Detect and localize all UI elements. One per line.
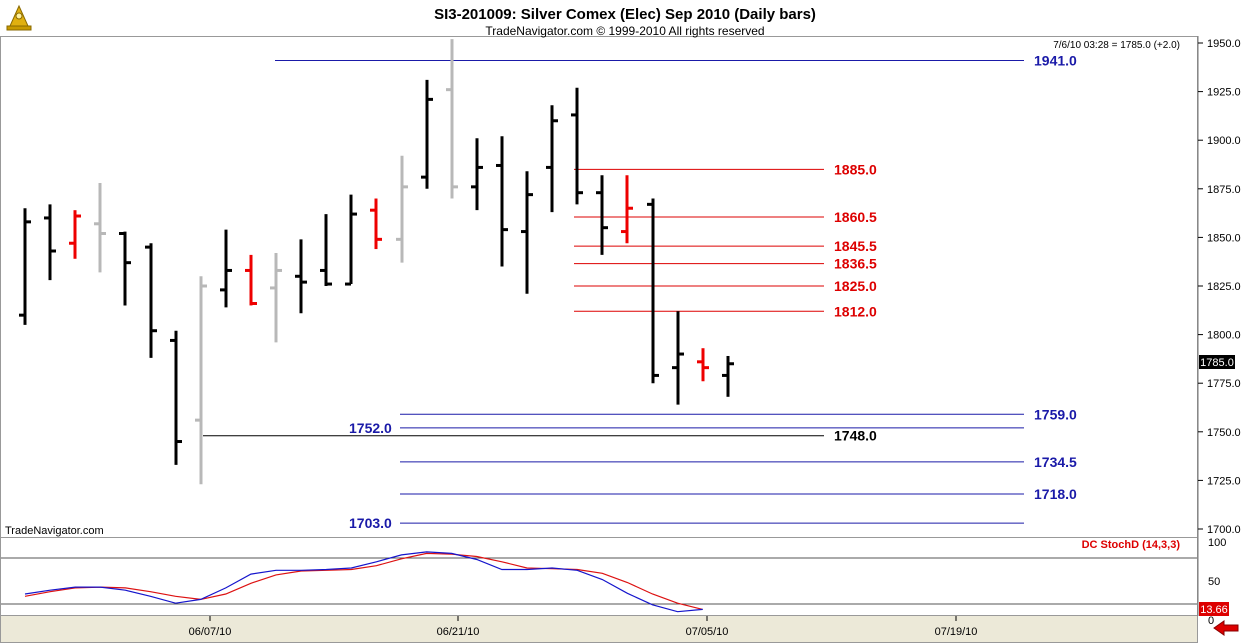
price-tick-label: 1775.0 xyxy=(1207,378,1241,390)
tradenavigator-logo-icon xyxy=(2,2,36,34)
level-label: 1718.0 xyxy=(1034,486,1077,502)
ohlc-bar xyxy=(546,105,558,213)
last-price-tag-text: 1785.0 xyxy=(1200,357,1234,369)
time-tick-label: 07/19/10 xyxy=(935,626,978,638)
price-tick-label: 1725.0 xyxy=(1207,475,1241,487)
level-label: 1836.5 xyxy=(834,256,877,272)
time-tick-label: 06/21/10 xyxy=(437,626,480,638)
indicator-tick-100: 100 xyxy=(1208,537,1226,549)
ohlc-bar xyxy=(722,355,734,397)
price-tick-label: 1950.0 xyxy=(1207,38,1241,50)
level-label: 1825.0 xyxy=(834,278,877,294)
level-label: 1812.0 xyxy=(834,303,877,319)
level-label: 1759.0 xyxy=(1034,406,1077,422)
ohlc-bar xyxy=(621,175,633,244)
ohlc-bar xyxy=(44,204,56,281)
ohlc-bar xyxy=(19,208,31,325)
ohlc-bar xyxy=(270,252,282,343)
time-tick-label: 06/07/10 xyxy=(189,626,232,638)
level-label: 1860.5 xyxy=(834,209,877,225)
ohlc-bar xyxy=(571,87,583,205)
ohlc-bar xyxy=(521,171,533,294)
ohlc-bar xyxy=(596,175,608,255)
time-axis xyxy=(0,615,1198,643)
level-label: 1752.0 xyxy=(349,420,392,436)
quote-readout: 7/6/10 03:28 = 1785.0 (+2.0) xyxy=(1053,40,1180,51)
scroll-left-arrow-icon[interactable] xyxy=(1213,620,1239,636)
last-price-tag xyxy=(1199,355,1235,369)
indicator-tick-50: 50 xyxy=(1208,576,1220,588)
level-label: 1845.5 xyxy=(834,238,877,254)
watermark-text: TradeNavigator.com xyxy=(5,525,104,537)
ohlc-bar xyxy=(295,239,307,314)
chart-title: SI3-201009: Silver Comex (Elec) Sep 2010… xyxy=(434,6,816,23)
ohlc-bar xyxy=(220,229,232,308)
time-axis-ticks: 06/07/10 06/21/10 07/05/10 07/19/10 xyxy=(189,616,978,638)
stoch-k-line xyxy=(24,551,703,613)
price-axis-ticks: 1950.0 1925.0 1900.0 1875.0 1850.0 1825.0 1800… xyxy=(1198,38,1241,536)
ohlc-bar xyxy=(697,348,709,382)
ohlc-bar xyxy=(195,276,207,485)
ohlc-bar xyxy=(69,210,81,259)
support-resistance-levels: 1941.0 1885.0 1860.5 1845.5 1836.5 1825.0 1812… xyxy=(203,52,1077,531)
ohlc-bar xyxy=(170,330,182,465)
price-axis xyxy=(1198,36,1250,616)
ohlc-bar xyxy=(496,136,508,267)
ohlc-bar xyxy=(245,254,257,306)
price-tick-label: 1700.0 xyxy=(1207,524,1241,536)
price-tick-label: 1825.0 xyxy=(1207,281,1241,293)
price-tick-label: 1850.0 xyxy=(1207,232,1241,244)
price-tick-label: 1800.0 xyxy=(1207,330,1241,342)
level-label: 1734.5 xyxy=(1034,454,1077,470)
indicator-label: DC StochD (14,3,3) xyxy=(1082,539,1181,551)
ohlc-bar xyxy=(647,198,659,384)
stoch-value-tag-text: 13.66 xyxy=(1200,604,1228,616)
indicator-pane xyxy=(0,537,1198,616)
ohlc-bar xyxy=(345,194,357,286)
level-label: 1703.0 xyxy=(349,515,392,531)
indicator-tick-0: 0 xyxy=(1208,615,1214,627)
stoch-d-line xyxy=(24,552,703,610)
ohlc-bar xyxy=(421,79,433,189)
ohlc-bar xyxy=(370,198,382,250)
copyright-text: TradeNavigator.com © 1999-2010 All right… xyxy=(485,24,764,38)
level-label: 1885.0 xyxy=(834,161,877,177)
ohlc-bar xyxy=(672,311,684,405)
level-label: 1941.0 xyxy=(1034,52,1077,68)
ohlc-bar xyxy=(145,243,157,358)
ohlc-bars xyxy=(19,39,734,485)
price-tick-label: 1925.0 xyxy=(1207,87,1241,99)
ohlc-bar xyxy=(94,182,106,273)
level-label: 1748.0 xyxy=(834,428,877,444)
time-tick-label: 07/05/10 xyxy=(686,626,729,638)
stoch-value-tag xyxy=(1199,602,1229,616)
ohlc-bar xyxy=(471,138,483,211)
price-tick-label: 1900.0 xyxy=(1207,135,1241,147)
ohlc-bar xyxy=(119,231,131,306)
ohlc-bar xyxy=(446,39,458,199)
ohlc-bar xyxy=(396,155,408,263)
price-tick-label: 1750.0 xyxy=(1207,427,1241,439)
ohlc-bar xyxy=(320,214,332,286)
price-tick-label: 1875.0 xyxy=(1207,184,1241,196)
